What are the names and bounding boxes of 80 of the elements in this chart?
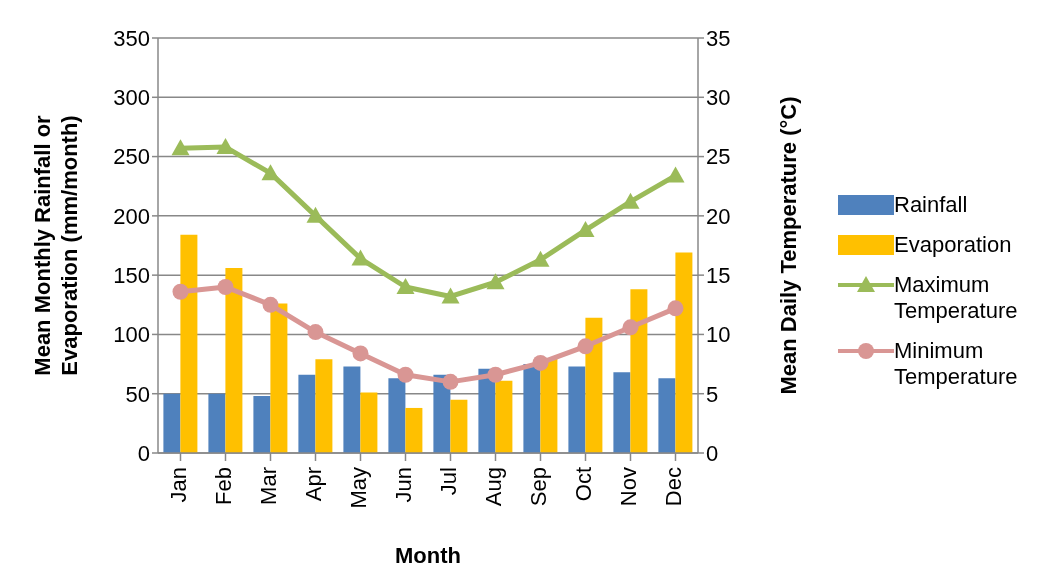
bar [270, 303, 288, 453]
point [396, 278, 415, 294]
y2-axis-title: Mean Daily Temperature (°C) [775, 96, 801, 395]
bar [523, 364, 541, 453]
point [171, 139, 190, 156]
bar [450, 399, 468, 453]
x-axis-title: Month [395, 543, 461, 568]
point [667, 300, 684, 317]
legend-label: Rainfall [894, 191, 968, 218]
point [666, 166, 685, 183]
x-tick-label: Dec [661, 467, 687, 507]
legend-label: Minimum Temperature [894, 337, 1019, 390]
y2-tick-label: 25 [706, 144, 731, 170]
point [216, 138, 235, 155]
bar [388, 378, 406, 453]
point [217, 279, 234, 295]
x-tick-label: Jul [436, 467, 462, 496]
bar [495, 380, 513, 453]
y-tick-label: 300 [113, 85, 150, 111]
bar [163, 393, 181, 453]
legend-label: Maximum Temperature [894, 271, 1019, 324]
bar [568, 366, 586, 453]
point [397, 366, 414, 383]
x-tick-label: Oct [571, 467, 597, 502]
y-tick-label: 100 [113, 322, 150, 348]
y2-tick-label: 20 [706, 203, 731, 229]
bar [225, 268, 243, 453]
point [441, 287, 460, 304]
bar [613, 372, 631, 453]
y-tick-label: 250 [113, 144, 150, 170]
x-tick-label: Apr [301, 467, 327, 502]
x-tick-label: May [346, 467, 372, 509]
bar [253, 396, 271, 453]
bar [585, 317, 603, 453]
bar [343, 366, 361, 453]
point [531, 250, 550, 267]
x-tick-label: Sep [526, 467, 552, 507]
y-tick-label: 350 [113, 25, 150, 51]
point [487, 366, 504, 383]
point [352, 345, 369, 362]
bar [360, 392, 378, 453]
y2-tick-label: 15 [706, 262, 731, 288]
y2-tick-label: 10 [706, 322, 731, 348]
point [262, 296, 279, 313]
y2-tick-label: 5 [706, 381, 719, 407]
y-tick-label: 150 [113, 262, 150, 288]
bar [630, 289, 648, 453]
point [622, 319, 639, 336]
point [306, 206, 325, 223]
x-tick-label: Nov [616, 467, 642, 507]
y-tick-label: 50 [125, 381, 150, 407]
legend-label: Evaporation [894, 231, 1012, 258]
point [577, 338, 594, 355]
bar [540, 358, 558, 453]
x-tick-label: Aug [481, 467, 507, 507]
x-tick-label: Feb [211, 467, 237, 505]
x-tick-label: Mar [256, 467, 282, 505]
point [351, 249, 370, 266]
point [261, 164, 280, 181]
point [307, 324, 324, 341]
bar [658, 378, 676, 453]
y2-tick-label: 30 [706, 85, 731, 111]
bar [298, 374, 316, 453]
point [532, 354, 549, 371]
point [621, 192, 640, 209]
y2-tick-label: 35 [706, 25, 731, 51]
y-axis-title: Mean Monthly Rainfall or Evaporation (mm/month) [30, 114, 82, 376]
y2-tick-label: 0 [706, 440, 719, 466]
point [172, 283, 189, 300]
point [486, 273, 505, 290]
x-tick-label: Jan [166, 467, 192, 503]
x-tick-label: Jun [391, 467, 417, 503]
bar [180, 234, 198, 453]
bar [405, 407, 423, 453]
bar [315, 359, 333, 453]
y-tick-label: 200 [113, 203, 150, 229]
point [442, 373, 459, 390]
bar [208, 393, 226, 453]
bar [675, 252, 693, 453]
y-tick-label: 0 [137, 440, 150, 466]
